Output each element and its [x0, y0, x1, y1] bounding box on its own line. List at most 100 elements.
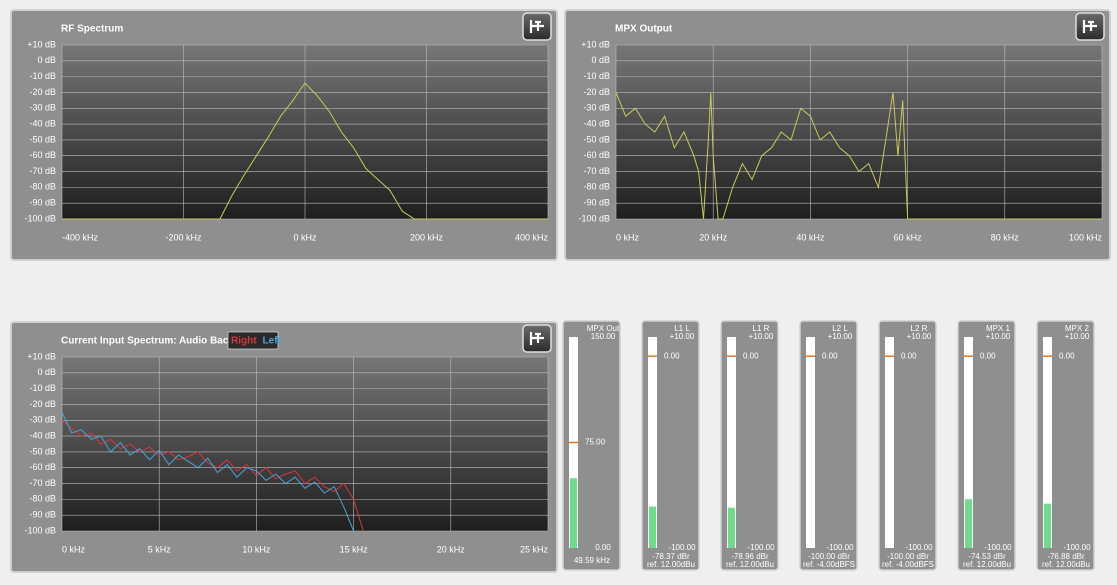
meter-name: MPX 2: [1065, 324, 1090, 333]
meter-name: L2 R: [911, 324, 928, 333]
x-tick-label: 60 kHz: [894, 232, 923, 242]
x-tick-label: 40 kHz: [796, 232, 825, 242]
meter-scale-label: 0.00: [595, 543, 611, 552]
panel-title: MPX Output: [615, 24, 673, 35]
meter-fill: [649, 506, 656, 548]
meter-fill: [1044, 503, 1051, 548]
meter-ref: ref. -4.00dBFS: [882, 560, 934, 569]
meter-reading: -100.00 dBr: [887, 552, 929, 561]
y-tick-label: -100 dB: [578, 213, 610, 223]
y-tick-label: 0 dB: [37, 367, 56, 377]
y-tick-label: -30 dB: [29, 415, 56, 425]
y-tick-label: -90 dB: [29, 198, 56, 208]
meter-scale-label: 150.00: [591, 332, 616, 341]
y-tick-label: -30 dB: [29, 103, 56, 113]
x-tick-label: 80 kHz: [991, 232, 1020, 242]
meter-reading: -100.00 dBr: [808, 552, 850, 561]
y-tick-label: -50 dB: [583, 134, 610, 144]
meter-name: MPX Out: [587, 324, 620, 333]
legend-entry: Left: [263, 336, 282, 347]
meter-scale-label: -100.00: [905, 543, 933, 552]
meter-scale-label: +10.00: [670, 332, 695, 341]
meter-reading: -76.88 dBr: [1047, 552, 1085, 561]
y-tick-label: -30 dB: [583, 103, 610, 113]
meter-reading: -74.53 dBr: [968, 552, 1006, 561]
y-tick-label: 0 dB: [591, 55, 610, 65]
y-tick-label: -40 dB: [29, 118, 56, 128]
meter-scale-label: 75.00: [585, 438, 606, 447]
meter-fill: [570, 478, 577, 548]
meter-scale-label: 0.00: [822, 351, 838, 360]
meter-scale-label: +10.00: [828, 332, 853, 341]
panel-title: RF Spectrum: [61, 24, 123, 35]
trace: [61, 412, 355, 532]
meter-scale-label: +10.00: [749, 332, 774, 341]
meter-reading: -78.96 dBr: [731, 552, 769, 561]
y-tick-label: -20 dB: [583, 87, 610, 97]
meter-scale-label: +10.00: [1065, 332, 1090, 341]
x-tick-label: 25 kHz: [520, 544, 549, 554]
x-tick-label: 5 kHz: [148, 544, 172, 554]
x-tick-label: 20 kHz: [437, 544, 466, 554]
x-tick-label: 100 kHz: [1069, 232, 1103, 242]
panel-title: Current Input Spectrum: Audio Backup: [61, 336, 246, 347]
meter-scale-label: -100.00: [668, 543, 696, 552]
settings-button[interactable]: [521, 11, 553, 42]
meter-reading: -78.37 dBr: [652, 552, 690, 561]
meter-scale-label: 0.00: [980, 351, 996, 360]
x-tick-label: -400 kHz: [62, 232, 99, 242]
settings-button[interactable]: [1074, 11, 1106, 42]
y-tick-label: -10 dB: [583, 71, 610, 81]
plot-area: [62, 357, 548, 531]
settings-button[interactable]: [521, 323, 553, 354]
meter-bar: [1043, 337, 1052, 548]
y-tick-label: -90 dB: [583, 198, 610, 208]
x-tick-label: 200 kHz: [410, 232, 444, 242]
meter-scale-label: 0.00: [743, 351, 759, 360]
meter-scale-label: +10.00: [986, 332, 1011, 341]
y-tick-label: -50 dB: [29, 446, 56, 456]
y-tick-label: -60 dB: [583, 150, 610, 160]
meter-ref: ref. 12.00dBu: [726, 560, 774, 569]
trace: [615, 92, 1102, 220]
y-tick-label: +10 dB: [27, 351, 56, 361]
meter-fill: [965, 499, 972, 548]
x-tick-label: -200 kHz: [165, 232, 202, 242]
meter-scale-label: 0.00: [664, 351, 680, 360]
y-tick-label: +10 dB: [581, 39, 610, 49]
meter-bar: [964, 337, 973, 548]
x-tick-label: 0 kHz: [62, 544, 86, 554]
meter-fill: [728, 507, 735, 548]
y-tick-label: -90 dB: [29, 510, 56, 520]
x-tick-label: 15 kHz: [340, 544, 369, 554]
x-tick-label: 10 kHz: [242, 544, 271, 554]
meter-name: L1 R: [753, 324, 770, 333]
meter-ref: ref. 12.00dBu: [963, 560, 1011, 569]
meter-scale-label: 0.00: [1059, 351, 1075, 360]
y-tick-label: -20 dB: [29, 87, 56, 97]
y-tick-label: -60 dB: [29, 150, 56, 160]
y-tick-label: -80 dB: [583, 182, 610, 192]
plot-area: [616, 45, 1102, 219]
meter-name: MPX 1: [986, 324, 1011, 333]
meter-reading: 49.59 kHz: [574, 556, 610, 565]
meter-ref: ref. 12.00dBu: [1042, 560, 1090, 569]
y-tick-label: -100 dB: [24, 525, 56, 535]
meter-scale-label: 0.00: [901, 351, 917, 360]
y-tick-label: -10 dB: [29, 383, 56, 393]
y-tick-label: -10 dB: [29, 71, 56, 81]
meter-name: L1 L: [674, 324, 690, 333]
y-tick-label: -40 dB: [583, 118, 610, 128]
y-tick-label: -20 dB: [29, 399, 56, 409]
y-tick-label: -70 dB: [29, 478, 56, 488]
meter-scale-label: -100.00: [1063, 543, 1091, 552]
legend-entry: Right: [231, 336, 257, 347]
x-tick-label: 20 kHz: [699, 232, 728, 242]
meter-scale-label: -100.00: [747, 543, 775, 552]
meter-scale-label: +10.00: [907, 332, 932, 341]
y-tick-label: -70 dB: [29, 166, 56, 176]
meter-bar: [648, 337, 657, 548]
y-tick-label: -50 dB: [29, 134, 56, 144]
